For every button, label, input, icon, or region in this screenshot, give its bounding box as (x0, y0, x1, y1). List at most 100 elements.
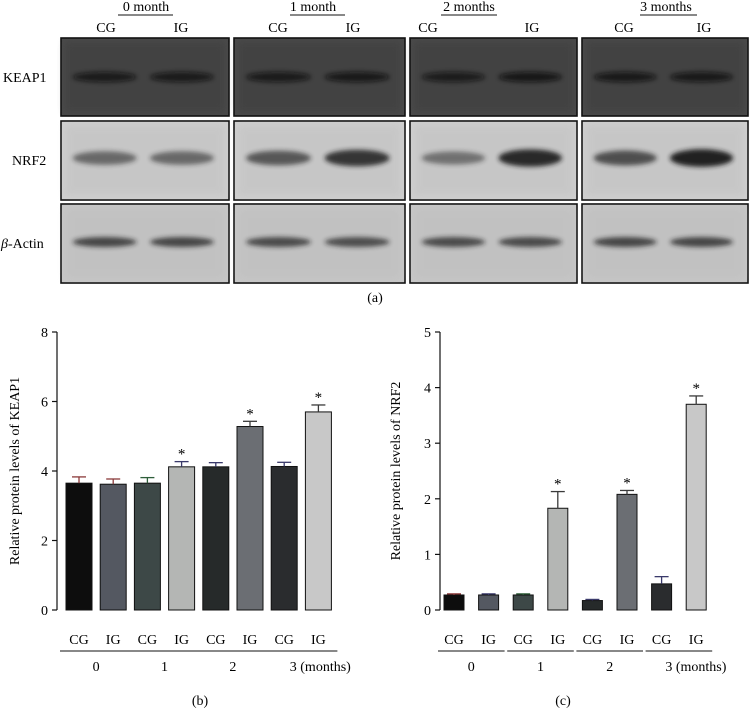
lane-label-cg-3: CG (614, 21, 633, 36)
row-label-keap1: KEAP1 (3, 71, 47, 86)
blot-box-keap1-3 (581, 37, 749, 117)
x-tick-label: IG (481, 633, 496, 648)
panel-label: (b) (192, 694, 209, 709)
x-tick-label: CG (274, 633, 293, 648)
band-nrf2-2-cg (421, 151, 486, 165)
y-tick-label: 4 (424, 382, 431, 397)
blot-box-actin-1 (233, 203, 406, 284)
significance-mark: * (315, 390, 323, 406)
x-tick-label: CG (138, 633, 157, 648)
y-tick-label: 6 (41, 396, 48, 411)
blot-box-keap1-1 (233, 37, 406, 117)
lane-label-cg-1: CG (268, 21, 287, 36)
lane-label-ig-2: IG (525, 21, 540, 36)
x-tick-label: IG (243, 633, 258, 648)
row-label-actin: β-Actin (0, 237, 44, 252)
significance-mark: * (692, 381, 700, 397)
x-tick-label: CG (652, 633, 671, 648)
blot-box-actin-0 (60, 203, 230, 284)
x-tick-label: IG (689, 633, 704, 648)
time-header-1: 1 month (290, 0, 336, 15)
band-actin-2-cg (421, 237, 486, 247)
blot-box-nrf2-1 (233, 120, 406, 201)
bar-2-ig (236, 426, 264, 611)
group-label: 0 (93, 660, 100, 675)
significance-mark: * (554, 477, 562, 493)
blot-box-nrf2-3 (581, 120, 749, 201)
x-tick-label: CG (206, 633, 225, 648)
y-tick-label: 5 (424, 326, 431, 341)
lane-labels: CG IG CG IG CG IG CG IG (96, 21, 711, 36)
lane-label-cg-0: CG (96, 21, 115, 36)
bar-0-cg (65, 482, 93, 611)
band-actin-3-cg (593, 237, 657, 247)
band-keap1-0-ig (150, 72, 214, 82)
group-label: 1 (161, 660, 168, 675)
x-tick-label: IG (620, 633, 635, 648)
x-tick-label: CG (513, 633, 532, 648)
band-keap1-3-cg (593, 72, 657, 82)
western-blot-panel: 0 month 1 month 2 months 3 months CG IG … (0, 0, 749, 306)
bar-0-ig (99, 483, 127, 611)
band-nrf2-3-ig (669, 149, 734, 167)
row-label-nrf2: NRF2 (12, 154, 46, 169)
y-tick-label: 2 (41, 535, 48, 550)
x-tick-label: IG (311, 633, 326, 648)
bar-1-cg (512, 594, 534, 611)
panel-label: (c) (555, 694, 571, 709)
lane-label-ig-3: IG (697, 21, 712, 36)
group-label: 0 (468, 660, 475, 675)
bar-3-cg (270, 465, 298, 611)
y-tick-label: 8 (41, 326, 48, 341)
bar-1-cg (133, 482, 161, 611)
x-tick-label: IG (550, 633, 565, 648)
y-tick-label: 0 (41, 604, 48, 619)
bar-0-ig (478, 594, 500, 611)
bar-3-ig (685, 403, 707, 611)
group-label: 3 (months) (290, 660, 351, 675)
blot-box-actin-2 (409, 203, 578, 284)
keap1-bar-chart: 0 2 4 6 8 Relative protein levels of KEAP1 CG I… (8, 326, 351, 709)
band-actin-0-cg (72, 237, 137, 247)
band-keap1-2-ig (498, 72, 562, 82)
band-nrf2-1-cg (245, 150, 311, 166)
bar-2-cg (202, 466, 230, 611)
band-actin-1-ig (324, 237, 390, 247)
band-keap1-3-ig (669, 72, 734, 82)
x-tick-label: CG (444, 633, 463, 648)
nrf2-bar-chart: 0 1 2 3 4 5 Relative protein levels of NRF2 CG I… (389, 326, 727, 709)
bar-2-cg (581, 600, 603, 611)
time-header-0: 0 month (123, 0, 169, 15)
band-nrf2-2-ig (498, 149, 562, 167)
band-nrf2-3-cg (593, 150, 657, 166)
group-label: 2 (606, 660, 613, 675)
band-keap1-1-ig (324, 72, 390, 82)
band-actin-0-ig (150, 237, 214, 247)
band-keap1-1-cg (245, 72, 311, 82)
blot-box-keap1-2 (409, 37, 578, 117)
time-header-3: 3 months (640, 0, 692, 15)
bar-0-cg (443, 594, 465, 611)
panel-label-a: (a) (367, 291, 383, 306)
y-tick-label: 2 (424, 493, 431, 508)
lane-label-ig-0: IG (174, 21, 189, 36)
x-tick-label: IG (174, 633, 189, 648)
blot-box-nrf2-2 (409, 120, 578, 201)
bar-1-ig (168, 466, 196, 611)
band-actin-1-cg (245, 237, 311, 247)
blot-box-nrf2-0 (60, 120, 230, 201)
bar-3-ig (304, 411, 332, 611)
y-axis-label: Relative protein levels of NRF2 (389, 382, 404, 561)
significance-mark: * (623, 475, 631, 491)
lane-label-cg-2: CG (418, 21, 437, 36)
band-actin-2-ig (498, 237, 562, 247)
band-actin-3-ig (669, 237, 734, 247)
time-header-2: 2 months (443, 0, 495, 15)
group-label: 2 (229, 660, 236, 675)
y-tick-label: 0 (424, 604, 431, 619)
bar-3-cg (651, 583, 673, 611)
band-keap1-0-cg (72, 72, 137, 82)
blot-box-keap1-0 (60, 37, 230, 117)
band-nrf2-1-ig (324, 149, 390, 167)
